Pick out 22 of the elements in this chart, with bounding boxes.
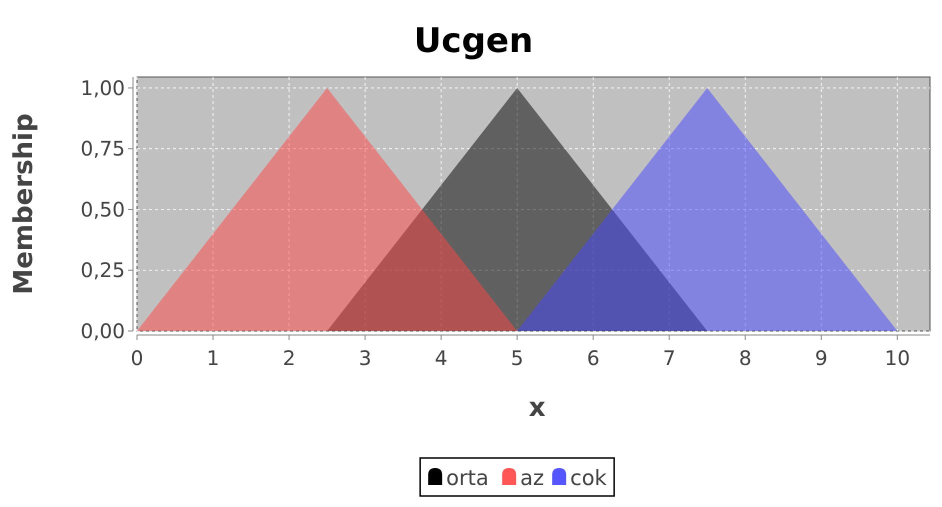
- x-tick-label: 1: [206, 346, 220, 370]
- y-tick-label: 0,50: [80, 197, 125, 222]
- x-tick-label: 2: [282, 346, 296, 370]
- x-tick-label: 10: [884, 346, 910, 370]
- x-tick-label: 0: [130, 346, 144, 370]
- y-tick-label: 1,00: [80, 76, 125, 100]
- x-tick-label: 4: [434, 346, 448, 370]
- x-tick-label: 5: [510, 346, 524, 370]
- x-tick-label: 7: [662, 346, 676, 370]
- x-tick-label: 3: [358, 346, 372, 370]
- x-axis-title: x: [528, 393, 546, 423]
- y-tick-label: 0,25: [80, 258, 125, 282]
- x-tick-label: 8: [738, 346, 752, 370]
- chart-title: Ucgen: [414, 21, 534, 61]
- y-axis-title: Membership: [9, 113, 39, 295]
- y-tick-label: 0,00: [80, 319, 125, 343]
- x-tick-label: 9: [814, 346, 828, 370]
- y-tick-label: 0,75: [80, 136, 125, 161]
- legend-label: orta: [446, 466, 489, 490]
- legend-label: az: [520, 466, 544, 490]
- legend-label: cok: [570, 466, 608, 490]
- x-tick-label: 6: [586, 346, 600, 370]
